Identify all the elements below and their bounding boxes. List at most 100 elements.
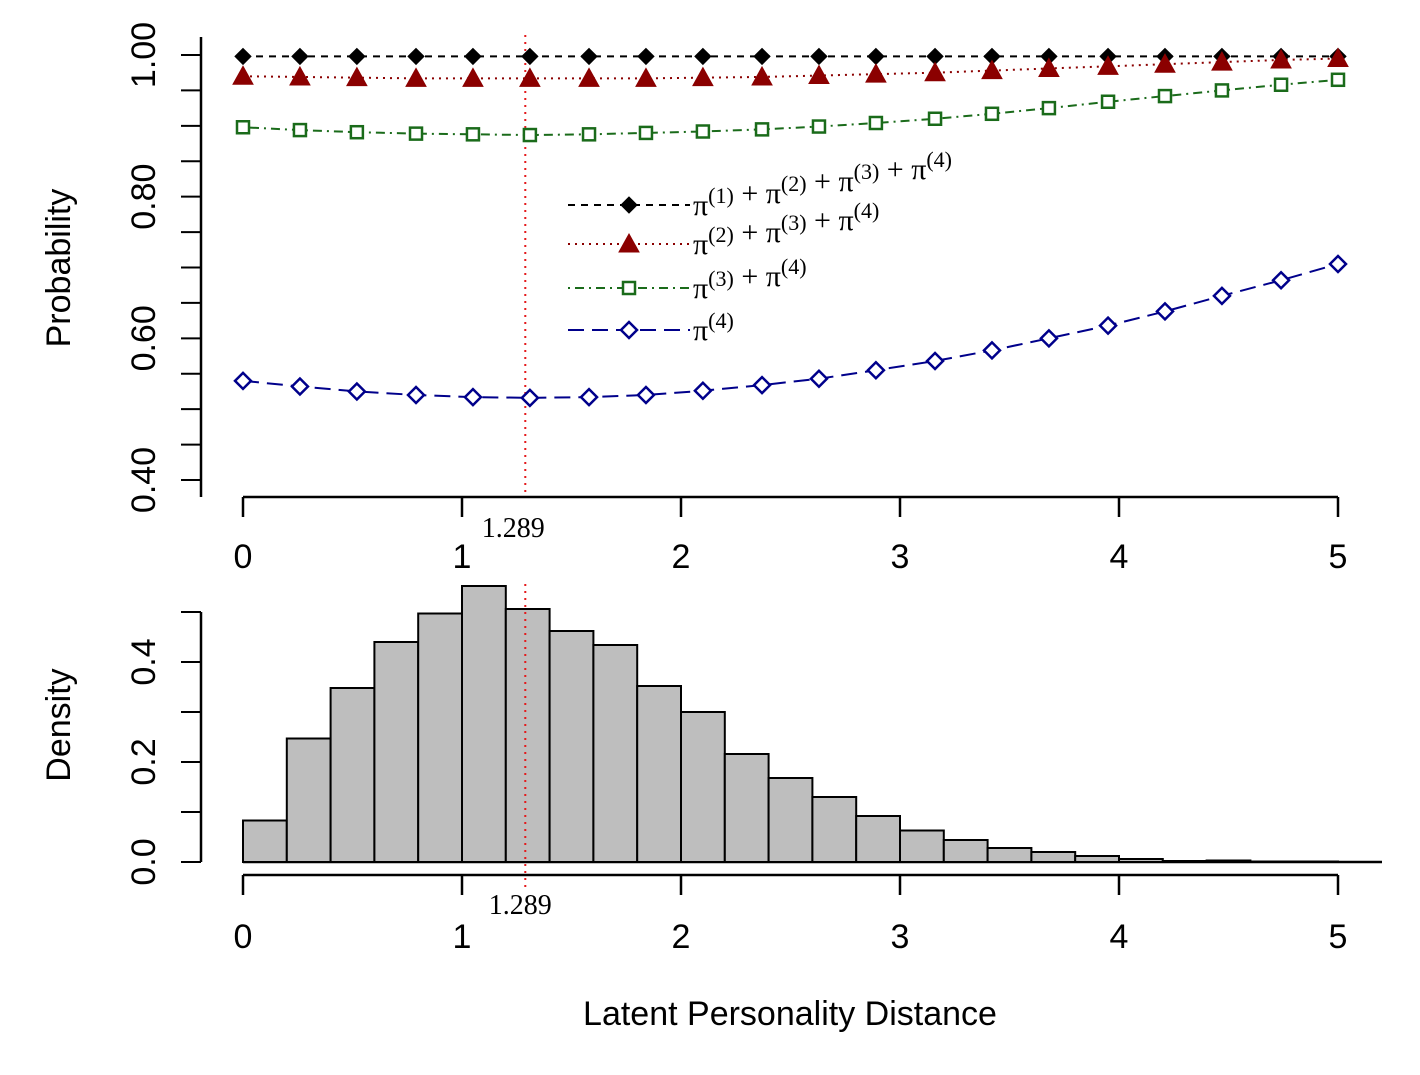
series-4-point bbox=[1271, 270, 1291, 291]
series-4-point bbox=[866, 360, 886, 380]
series-2-point bbox=[405, 67, 427, 87]
histogram-bar bbox=[767, 777, 814, 863]
histogram-bars bbox=[242, 585, 1382, 864]
histogram-bar bbox=[1118, 858, 1164, 863]
series-3-point bbox=[1157, 88, 1173, 104]
series-3-point bbox=[984, 106, 1000, 122]
legend-marker-3 bbox=[621, 280, 637, 296]
histogram-bar bbox=[855, 815, 902, 863]
series-2-point bbox=[924, 61, 946, 82]
histogram-bar bbox=[1161, 860, 1208, 863]
series-4-point bbox=[233, 371, 253, 391]
probability-y-axis-label: Probability bbox=[40, 189, 78, 348]
series-3-point bbox=[408, 126, 424, 141]
legend-label-2: π(2) + π(3) + π(4) bbox=[693, 198, 879, 261]
series-line-4 bbox=[242, 262, 1339, 399]
series-3-point bbox=[754, 122, 770, 137]
density-x-axis-label: Latent Personality Distance bbox=[583, 995, 997, 1033]
density-y-tick-label: 0.2 bbox=[125, 738, 163, 785]
series-4-point bbox=[1039, 328, 1059, 349]
density-panel: 1.289 0.0 0.2 0.4 0 1 2 3 4 5 Density Latent Pe… bbox=[40, 584, 1382, 1033]
series-3-point bbox=[581, 127, 597, 142]
series-3-point bbox=[349, 124, 365, 140]
density-x-tick-label: 2 bbox=[672, 918, 691, 956]
series-1-point bbox=[637, 47, 655, 66]
series-2-point bbox=[692, 66, 714, 87]
series-1-point bbox=[348, 47, 366, 66]
series-1-point bbox=[234, 47, 252, 66]
probability-panel: 1.289 0.40 0.60 0.80 1.00 0 1 2 3 4 5 Probabilit… bbox=[40, 22, 1349, 576]
series-4-point bbox=[406, 385, 426, 405]
histogram-bar bbox=[1205, 859, 1252, 863]
series-2-point bbox=[865, 63, 887, 83]
density-x-tick-label: 5 bbox=[1329, 918, 1348, 956]
series-2-point bbox=[1097, 55, 1119, 75]
legend-marker-4 bbox=[619, 320, 639, 340]
series-4-point bbox=[982, 340, 1002, 361]
series-3-point bbox=[638, 125, 654, 141]
probability-x-tick-label: 1 bbox=[453, 538, 472, 576]
probability-x-tick-label: 3 bbox=[891, 538, 910, 576]
series-2-point bbox=[462, 67, 484, 87]
series-line-2 bbox=[242, 57, 1339, 80]
histogram-bar bbox=[1030, 851, 1077, 863]
histogram-bar bbox=[548, 630, 595, 863]
histogram-bar bbox=[723, 753, 770, 863]
top-reference-line-group: 1.289 bbox=[482, 35, 545, 544]
probability-y-tick-label: 0.60 bbox=[125, 305, 163, 371]
histogram-bar bbox=[329, 687, 376, 863]
series-1-point bbox=[291, 47, 309, 66]
histogram-bar bbox=[461, 585, 507, 863]
histogram-bar bbox=[417, 612, 464, 863]
series-2-point bbox=[1327, 47, 1349, 68]
density-y-axis: 0.0 0.2 0.4 bbox=[125, 611, 203, 886]
series-3-point bbox=[292, 122, 308, 138]
histogram-bar bbox=[811, 796, 858, 863]
legend-marker-2 bbox=[618, 232, 640, 253]
series-2-point bbox=[751, 65, 773, 86]
series-3-point bbox=[927, 111, 943, 126]
series-2-point bbox=[635, 67, 657, 87]
probability-y-axis: 0.40 0.60 0.80 1.00 bbox=[125, 22, 203, 513]
series-3-point bbox=[235, 120, 251, 135]
series-4-point bbox=[1212, 286, 1232, 306]
probability-series-group bbox=[232, 47, 1349, 408]
series-2-point bbox=[981, 59, 1003, 80]
legend: π(1) + π(2) + π(3) + π(4)π(2) + π(3) + π… bbox=[568, 147, 952, 347]
histogram-bar bbox=[504, 608, 551, 863]
series-2-point bbox=[519, 67, 541, 87]
series-1-point bbox=[694, 47, 712, 66]
series-2-point bbox=[1038, 57, 1060, 77]
density-x-tick-label: 0 bbox=[234, 918, 253, 956]
series-2-point bbox=[1154, 53, 1176, 73]
series-1-point bbox=[753, 47, 771, 66]
series-3-point bbox=[695, 124, 711, 139]
series-2-point bbox=[1270, 48, 1292, 69]
series-4-point bbox=[463, 387, 483, 407]
legend-label-3: π(3) + π(4) bbox=[693, 254, 807, 305]
density-y-tick-label: 0.0 bbox=[125, 838, 163, 885]
series-4-point bbox=[809, 368, 829, 389]
series-4-point bbox=[693, 380, 713, 401]
series-3-point bbox=[1330, 72, 1346, 88]
density-x-tick-label: 3 bbox=[891, 918, 910, 956]
series-4-point bbox=[1328, 254, 1348, 274]
series-2-point bbox=[578, 67, 600, 87]
series-2-point bbox=[346, 66, 368, 87]
series-4-point bbox=[636, 385, 656, 405]
series-1-point bbox=[810, 47, 828, 66]
series-2-point bbox=[808, 64, 830, 85]
series-4-point bbox=[752, 375, 772, 395]
legend-label-1: π(1) + π(2) + π(3) + π(4) bbox=[693, 147, 952, 222]
series-4-point bbox=[579, 387, 599, 407]
series-3-point bbox=[1041, 100, 1057, 116]
probability-x-tick-label: 2 bbox=[672, 538, 691, 576]
series-4-point bbox=[290, 376, 310, 397]
series-3-point bbox=[465, 127, 481, 142]
histogram-bar bbox=[942, 839, 989, 863]
series-1-point bbox=[580, 47, 598, 66]
density-x-axis: 0 1 2 3 4 5 bbox=[234, 873, 1348, 956]
series-2-point bbox=[289, 65, 311, 86]
